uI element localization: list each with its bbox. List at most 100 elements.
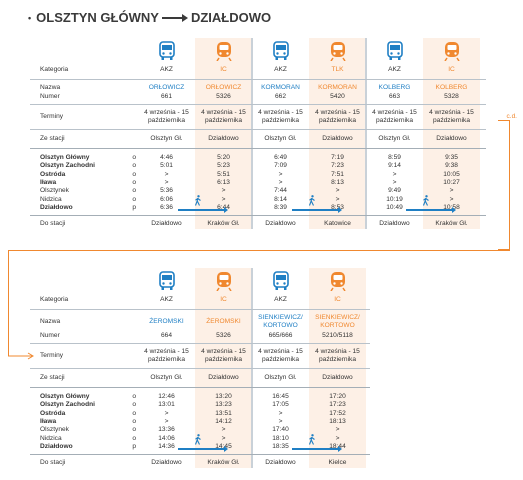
time-cell: 7:51 — [331, 170, 344, 178]
time-cell: > — [449, 195, 454, 203]
cell: KORMORAN — [318, 83, 357, 91]
time-cell: > — [221, 195, 226, 203]
time-cell: 13:36 — [158, 426, 175, 434]
station-mark: o — [132, 434, 136, 442]
divider — [30, 148, 486, 149]
time-cell: 8:14 — [274, 195, 287, 203]
time-cell: 13:23 — [215, 401, 232, 409]
cell: Olsztyn Gł. — [264, 135, 297, 142]
time-cell: 14:36 — [158, 442, 175, 450]
cell: ŻEROMSKI — [149, 318, 184, 325]
walking-person-icon — [422, 194, 430, 206]
time-cell: 16:45 — [272, 393, 289, 401]
row-icons — [30, 268, 370, 294]
station-row: Działdowo p 6:36 6:44 8:39 8:53 10:49 10:58 — [30, 204, 486, 212]
cell: IC — [220, 296, 227, 303]
cell: Olsztyn Gł. — [264, 374, 297, 381]
time-cell: 6:13 — [217, 179, 230, 187]
cell: Kraków Gł. — [207, 220, 240, 228]
cell: IC — [448, 66, 455, 73]
row-label: Ze stacji — [40, 374, 65, 381]
group-separator — [251, 38, 253, 230]
continued-label: c.d. — [506, 113, 517, 120]
station-name: Olsztyn Zachodni — [40, 401, 95, 409]
time-cell: 13:01 — [158, 401, 175, 409]
station-row: Nidzica o 6:06 >8:14 >10:19 > — [30, 195, 486, 203]
time-cell: 5:36 — [160, 187, 173, 195]
cell: Olsztyn Gł. — [150, 135, 183, 142]
row-nazwa: Nazwa ORŁOWICZ ORŁOWICZ KORMORAN KORMORAN KOL… — [30, 83, 486, 92]
row-label: Kategoria — [40, 296, 69, 303]
station-row: Iława o >14:12 >18:13 — [30, 418, 370, 426]
cell: AKZ — [274, 66, 287, 73]
time-cell: 6:44 — [195, 204, 252, 212]
divider — [30, 343, 370, 344]
station-mark: o — [132, 401, 136, 409]
time-cell: 10:49 — [386, 203, 403, 211]
cell: Olsztyn Gł. — [378, 135, 411, 142]
time-cell: 5:20 — [217, 154, 230, 162]
station-row: Ostróda o >13:51 >17:52 — [30, 410, 370, 418]
time-cell: 10:19 — [386, 195, 403, 203]
cell: TLK — [331, 66, 344, 73]
cell: 4 września - 15 października — [315, 348, 360, 363]
time-cell: 14:45 — [195, 443, 252, 451]
time-cell: > — [164, 418, 169, 426]
time-cell: 8:13 — [331, 179, 344, 187]
cell: Działdowo — [322, 135, 353, 142]
train-icon — [309, 271, 366, 291]
time-cell: 9:35 — [445, 154, 458, 162]
cell: 4 września - 15 października — [258, 109, 303, 124]
station-row: Olsztyn Główny o 4:46 5:20 6:49 7:19 8:59 9:35 — [30, 154, 486, 162]
cell: AKZ — [274, 296, 287, 303]
page-title: • OLSZTYN GŁÓWNY DZIAŁDOWO — [28, 10, 271, 25]
cell: Działdowo — [436, 135, 467, 142]
cell: Działdowo — [208, 135, 239, 142]
bus-icon — [138, 271, 195, 291]
walking-person-icon — [194, 433, 202, 445]
time-cell: > — [335, 434, 340, 442]
timetable-2: Kategoria AKZ IC AKZ IC Nazwa ŻEROMSKI ŻEROMSKI… — [30, 268, 370, 469]
station-row: Olsztyn Zachodni o 5:01 5:23 7:09 7:23 9:14 9:3… — [30, 162, 486, 170]
time-cell: 10:05 — [443, 170, 460, 178]
time-cell: 6:06 — [160, 195, 173, 203]
cell: AKZ — [160, 66, 173, 73]
station-row: Olsztyn Główny o 12:46 13:20 16:45 17:20 — [30, 393, 370, 401]
row-label: Numer — [40, 92, 60, 100]
cell: 665/666 — [268, 331, 293, 339]
row-kategoria: Kategoria AKZ IC AKZ IC — [30, 294, 370, 306]
time-cell: 7:23 — [331, 162, 344, 170]
time-cell: > — [278, 179, 283, 187]
cell: ORŁOWICZ — [205, 83, 242, 91]
cell: 664 — [160, 331, 172, 339]
cell: KOLBERG — [435, 83, 468, 91]
stations-block: Olsztyn Główny o 12:46 13:20 16:45 17:20 Olszt… — [30, 391, 370, 452]
time-cell: 18:44 — [309, 443, 366, 451]
time-cell: > — [335, 195, 340, 203]
cell: 4 września - 15 października — [144, 348, 189, 363]
walking-person-icon — [308, 194, 316, 206]
time-cell: 4:46 — [160, 154, 173, 162]
station-name: Działdowo — [40, 203, 73, 211]
cell: ORŁOWICZ — [148, 83, 185, 91]
cell: 5328 — [444, 92, 459, 100]
continuation-arrow-icon — [8, 352, 34, 360]
cell: Działdowo — [151, 220, 182, 228]
time-cell: 7:44 — [274, 187, 287, 195]
cell: AKZ — [388, 66, 401, 73]
time-cell: 10:27 — [443, 179, 460, 187]
time-cell: 8:59 — [388, 154, 401, 162]
walking-person-icon — [308, 433, 316, 445]
arrow-right-icon — [161, 13, 188, 22]
train-icon — [195, 271, 252, 291]
row-icons — [30, 38, 486, 64]
cell: 661 — [160, 92, 172, 100]
row-terminy: Terminy 4 września - 15 października 4 wrz… — [30, 347, 370, 365]
divider — [30, 454, 370, 456]
station-name: Nidzica — [40, 195, 62, 203]
time-cell: 10:58 — [423, 204, 480, 212]
cell: 5326 — [216, 92, 231, 100]
station-mark: o — [132, 154, 136, 162]
timetable-grid: Kategoria AKZ IC AKZ IC Nazwa ŻEROMSKI ŻEROMSKI… — [30, 268, 370, 469]
stations-block: Olsztyn Główny o 4:46 5:20 6:49 7:19 8:59 9:35 O… — [30, 152, 486, 213]
